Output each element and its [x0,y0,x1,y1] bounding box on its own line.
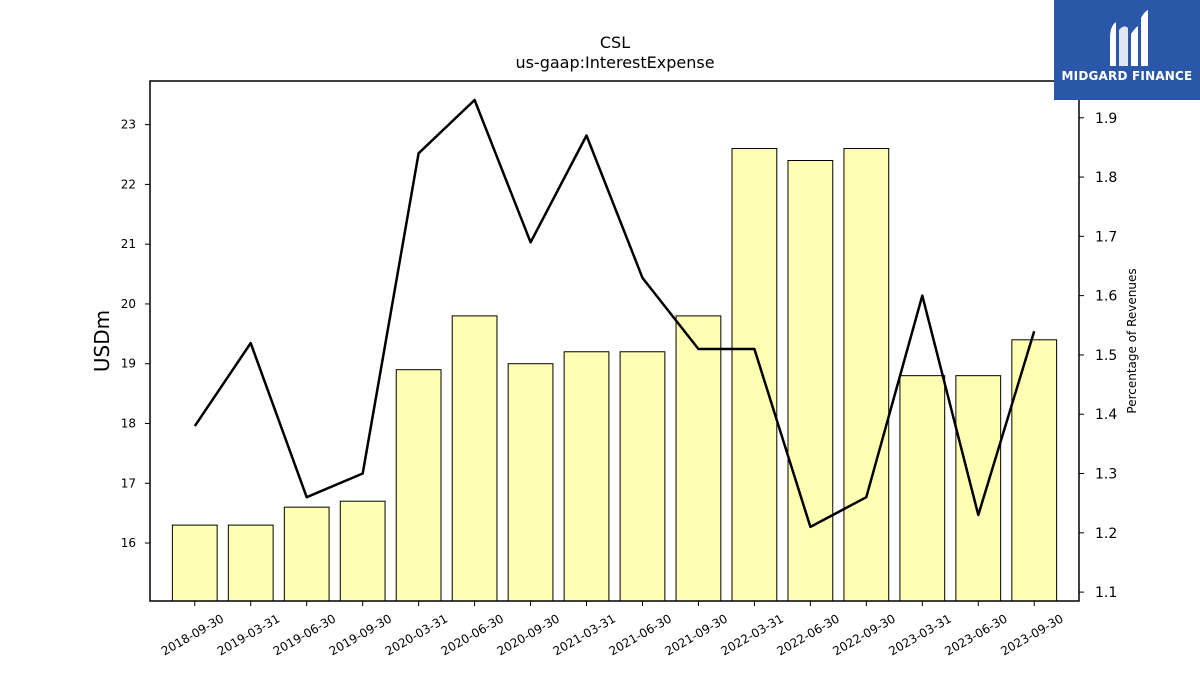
y-tick-label: 21 [121,237,136,251]
bar-series [171,148,1058,602]
y2-tick-label: 1.2 [1095,526,1117,542]
y2-tick-label: 1.6 [1095,289,1117,305]
x-tick-label: 2018-09-30 [159,611,226,658]
bar [171,524,218,602]
x-tick-label: 2021-09-30 [663,611,730,658]
y2-axis-label: Percentage of Revenues [1125,268,1139,413]
x-tick-label: 2019-09-30 [327,611,394,658]
bar [339,500,386,602]
bar [787,159,834,602]
bar [283,506,330,602]
y2-tick-label: 1.4 [1095,407,1117,423]
x-tick-label: 2023-06-30 [942,611,1009,658]
y-tick-label: 17 [121,476,136,490]
plot-frame [149,80,1080,602]
x-tick-label: 2020-06-30 [439,611,506,658]
y-tick-label: 18 [121,416,136,430]
percentage-line [193,98,1036,529]
bar [507,363,554,602]
bar [955,375,1002,602]
x-axis-ticks: 2018-09-302019-03-312019-06-302019-09-30… [159,601,1066,658]
y2-tick-label: 1.9 [1095,111,1117,127]
bar [731,148,778,602]
y-axis-label: USDm [90,310,114,372]
y2-tick-label: 1.3 [1095,467,1117,483]
x-tick-label: 2022-09-30 [830,611,897,658]
bar [451,315,498,602]
y-tick-label: 20 [121,297,136,311]
right-axis-ticks: 1.1 1.2 1.3 1.4 1.5 1.6 1.7 1.8 1.9 [1079,111,1117,601]
y2-tick-label: 1.1 [1095,585,1117,601]
y2-tick-label: 1.5 [1095,348,1117,364]
bar [619,351,666,602]
x-tick-label: 2020-09-30 [495,611,562,658]
x-tick-label: 2019-03-31 [215,611,282,658]
bar [395,369,442,602]
mf-monogram-icon [1110,10,1148,66]
brand-logo: MIDGARD FINANCE [1054,0,1200,100]
bar [899,375,946,602]
y2-tick-label: 1.7 [1095,229,1117,245]
bar [563,351,610,602]
x-tick-label: 2019-06-30 [271,611,338,658]
left-axis-ticks: 16 17 18 19 20 21 22 23 [121,118,150,550]
y-tick-label: 16 [121,536,136,550]
bar [227,524,274,602]
y-tick-label: 22 [121,177,136,191]
y-tick-label: 19 [121,357,136,371]
bar [675,315,722,602]
x-tick-label: 2023-09-30 [998,611,1065,658]
brand-name: MIDGARD FINANCE [1061,69,1193,83]
line-series [193,98,1036,529]
x-tick-label: 2021-06-30 [607,611,674,658]
x-tick-label: 2022-06-30 [774,611,841,658]
y2-tick-label: 1.8 [1095,170,1117,186]
y-tick-label: 23 [121,118,136,132]
chart-subtitle: us-gaap:InterestExpense [515,53,714,72]
bar [843,148,890,602]
x-tick-label: 2021-03-31 [551,611,618,658]
chart-title: CSL [600,33,630,52]
x-tick-label: 2020-03-31 [383,611,450,658]
x-tick-label: 2022-03-31 [719,611,786,658]
x-tick-label: 2023-03-31 [886,611,953,658]
